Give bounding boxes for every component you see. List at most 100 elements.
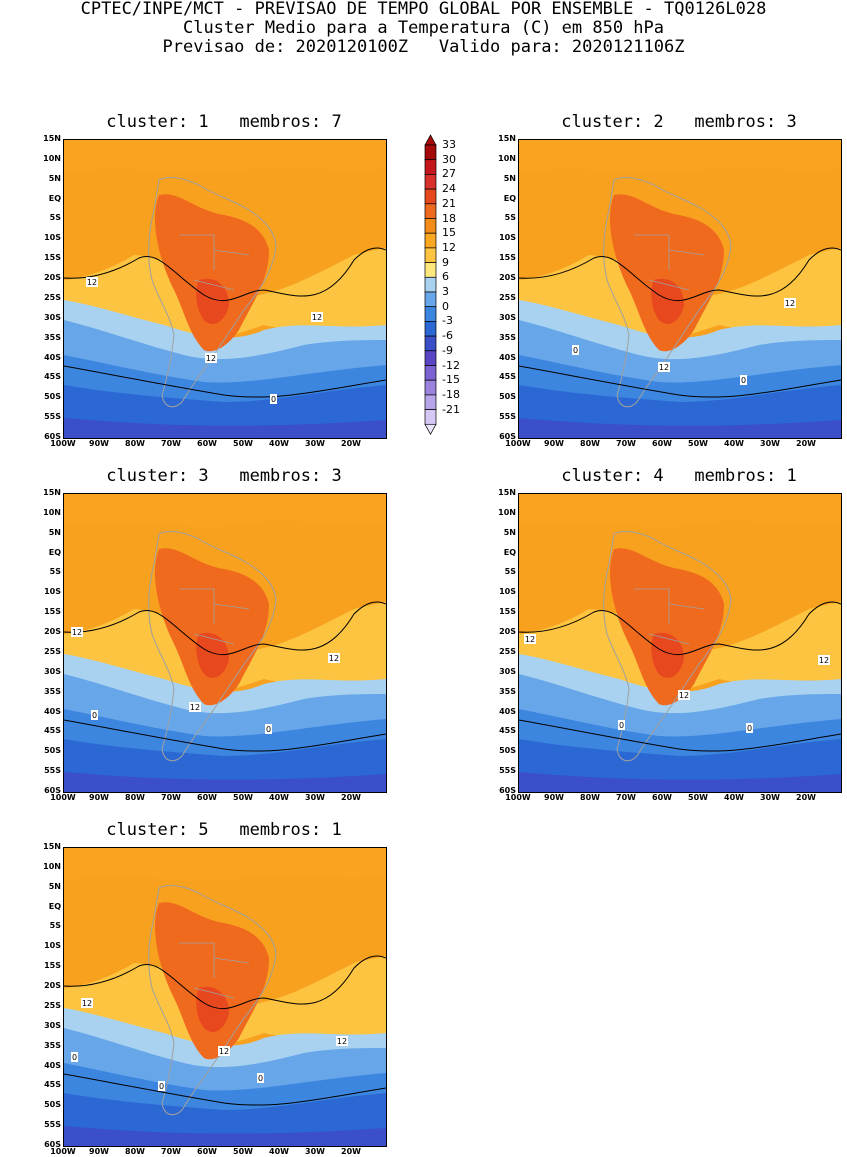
- colorbar-level-label: -6: [442, 329, 453, 343]
- colorbar-level-label: -21: [442, 402, 460, 416]
- lon-tick-label: 20W: [341, 439, 361, 448]
- lon-tick-label: 90W: [89, 1147, 109, 1156]
- svg-text:12: 12: [785, 299, 795, 308]
- svg-text:12: 12: [679, 691, 689, 700]
- svg-text:0: 0: [159, 1082, 164, 1091]
- lat-tick-label: 55S: [44, 1120, 61, 1130]
- map-panel: 12 12 12 0 0 0: [63, 847, 387, 1147]
- lat-tick-label: EQ: [48, 193, 61, 203]
- lon-tick-label: 90W: [89, 439, 109, 448]
- contour-label: 12: [218, 1046, 230, 1056]
- colorbar-level-label: -15: [442, 373, 460, 387]
- contour-label: 12: [524, 634, 536, 644]
- contour-label: 0: [257, 1073, 264, 1083]
- lon-tick-label: 30W: [305, 793, 325, 802]
- lon-tick-label: 60W: [197, 1147, 217, 1156]
- panel-title: cluster: 4 membros: 1: [561, 466, 797, 486]
- lat-tick-label: 10S: [499, 587, 516, 597]
- lat-tick-label: 45S: [44, 372, 61, 382]
- contour-label: 0: [746, 723, 753, 733]
- colorbar-swatch: [424, 350, 437, 366]
- lon-tick-label: 50W: [233, 1147, 253, 1156]
- contour-label: 12: [658, 362, 670, 372]
- colorbar-level-label: 21: [442, 196, 456, 210]
- lon-tick-label: 90W: [544, 439, 564, 448]
- svg-text:12: 12: [206, 354, 216, 363]
- map-svg: 12 12 12 0 0 0: [64, 848, 386, 1146]
- map-panel: 12 12 0 0: [518, 139, 842, 439]
- svg-text:0: 0: [72, 1053, 77, 1062]
- lat-tick-label: 10N: [498, 153, 516, 163]
- lon-tick-label: 80W: [125, 793, 145, 802]
- map-panel: 12 12 12 0 0: [518, 493, 842, 793]
- lat-tick-label: 35S: [499, 686, 516, 696]
- lon-tick-label: 30W: [305, 439, 325, 448]
- contour-label: 0: [618, 720, 625, 730]
- colorbar-level-label: 18: [442, 211, 456, 225]
- lat-tick-label: 55S: [44, 766, 61, 776]
- lat-tick-label: 15N: [43, 488, 61, 497]
- lat-tick-label: 15N: [43, 842, 61, 851]
- lon-tick-label: 30W: [760, 439, 780, 448]
- lat-tick-label: 5S: [49, 567, 61, 577]
- colorbar-level-label: 30: [442, 152, 456, 166]
- colorbar-swatch: [424, 365, 437, 381]
- lat-tick-label: 5S: [504, 213, 516, 223]
- lat-tick-label: 40S: [44, 706, 61, 716]
- lat-tick-label: 15S: [44, 253, 61, 263]
- colorbar-level-label: 9: [442, 255, 449, 269]
- lat-tick-label: 30S: [44, 1020, 61, 1030]
- lat-tick-label: 15N: [43, 134, 61, 143]
- lat-tick-label: EQ: [503, 547, 516, 557]
- svg-text:12: 12: [659, 363, 669, 372]
- svg-text:0: 0: [92, 711, 97, 720]
- lat-tick-label: 30S: [499, 312, 516, 322]
- lon-tick-label: 20W: [341, 1147, 361, 1156]
- lat-tick-label: 5N: [48, 881, 61, 891]
- lat-tick-label: 40S: [44, 1060, 61, 1070]
- colorbar-level-label: -3: [442, 314, 453, 328]
- lat-tick-label: 5N: [48, 527, 61, 537]
- lat-tick-label: 50S: [499, 392, 516, 402]
- svg-text:12: 12: [337, 1037, 347, 1046]
- lon-tick-label: 40W: [269, 793, 289, 802]
- colorbar-swatch: [424, 247, 437, 263]
- map-panel: 12 12 12 0: [63, 139, 387, 439]
- lon-tick-label: 30W: [305, 1147, 325, 1156]
- colorbar-swatch: [424, 306, 437, 322]
- lat-tick-label: 25S: [44, 646, 61, 656]
- map-svg: 12 12 0 0: [519, 140, 841, 438]
- lon-tick-label: 100W: [505, 793, 531, 802]
- lon-tick-label: 70W: [616, 439, 636, 448]
- contour-label: 12: [818, 655, 830, 665]
- svg-text:0: 0: [619, 721, 624, 730]
- lat-tick-label: 10S: [44, 587, 61, 597]
- svg-text:0: 0: [741, 376, 746, 385]
- lon-tick-label: 70W: [616, 793, 636, 802]
- lat-tick-label: 60S: [44, 786, 61, 795]
- panel-title: cluster: 5 membros: 1: [106, 820, 342, 840]
- lat-tick-label: 50S: [499, 746, 516, 756]
- lat-tick-label: 5N: [48, 173, 61, 183]
- svg-text:0: 0: [258, 1074, 263, 1083]
- lat-tick-label: 15S: [499, 607, 516, 617]
- lat-tick-label: 15N: [498, 488, 516, 497]
- lat-tick-label: 50S: [44, 1100, 61, 1110]
- lat-tick-label: EQ: [48, 547, 61, 557]
- lon-tick-label: 90W: [89, 793, 109, 802]
- colorbar-level-label: 12: [442, 240, 456, 254]
- lat-tick-label: 10N: [43, 507, 61, 517]
- map-svg: 12 12 12 0 0: [64, 494, 386, 792]
- lon-tick-label: 80W: [580, 439, 600, 448]
- svg-text:12: 12: [87, 278, 97, 287]
- svg-text:0: 0: [266, 725, 271, 734]
- svg-text:12: 12: [219, 1047, 229, 1056]
- lon-tick-label: 30W: [760, 793, 780, 802]
- lat-tick-label: EQ: [503, 193, 516, 203]
- colorbar-level-label: 3: [442, 285, 449, 298]
- lon-tick-label: 40W: [269, 439, 289, 448]
- lat-tick-label: 40S: [44, 352, 61, 362]
- contour-label: 0: [740, 375, 747, 385]
- lon-tick-label: 40W: [724, 793, 744, 802]
- colorbar-swatch: [424, 335, 437, 352]
